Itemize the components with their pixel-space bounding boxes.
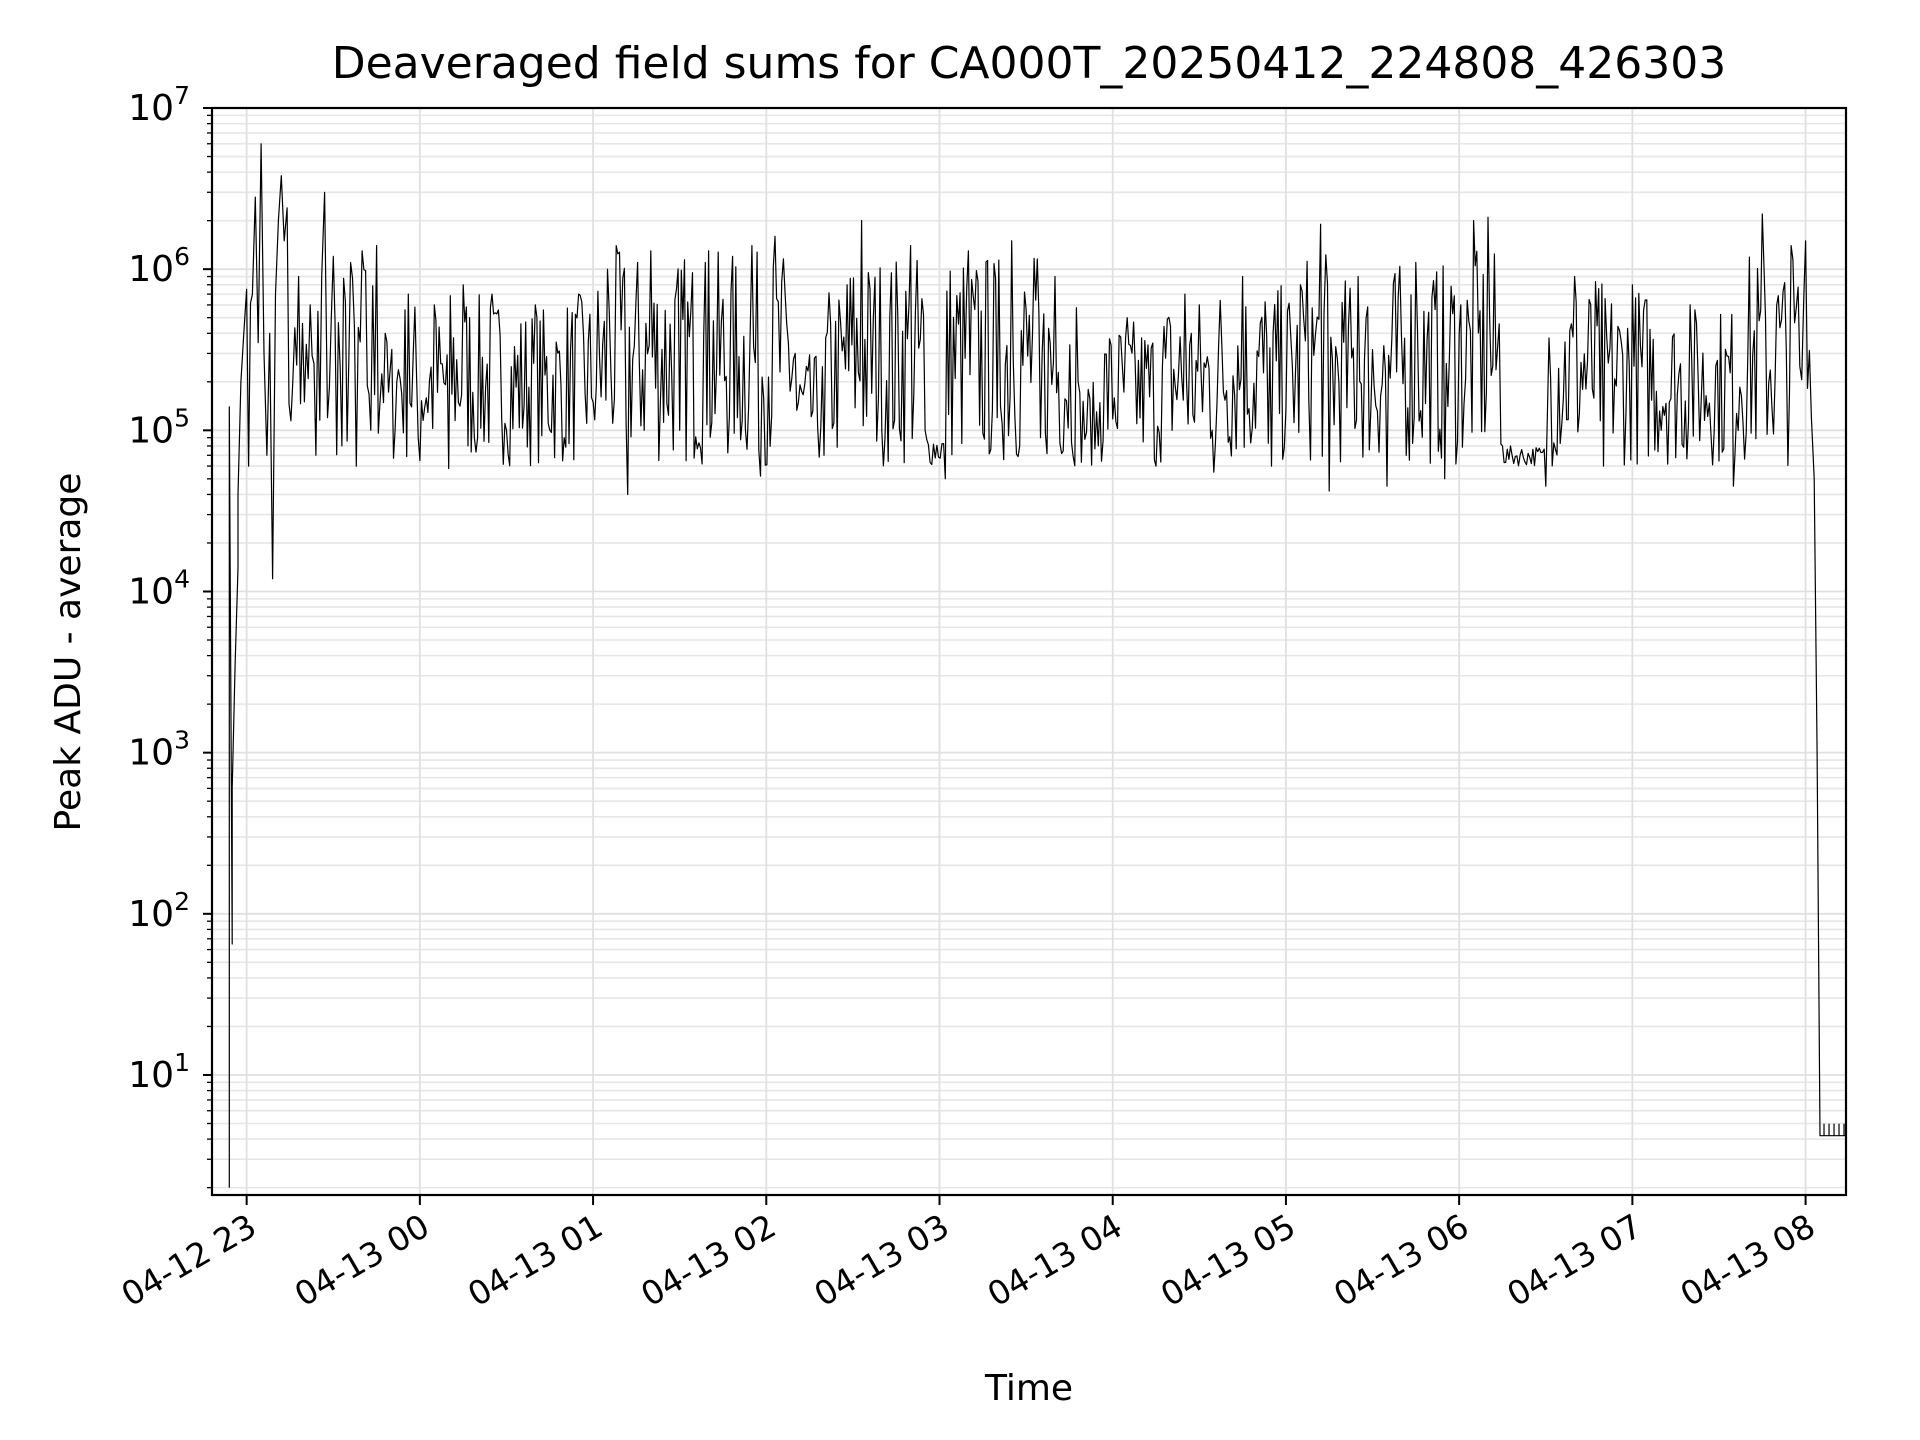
y-tick-label: 107: [128, 81, 190, 129]
y-tick-label: 104: [128, 564, 190, 612]
x-axis-label: Time: [984, 1368, 1073, 1409]
series-line: [228, 143, 1846, 1188]
y-tick-label: 105: [128, 403, 190, 451]
plot-area-frame: [210, 106, 1848, 1197]
plot-series: [228, 143, 1846, 1188]
y-tick-label: 106: [128, 242, 190, 290]
y-tick-label: 103: [128, 726, 190, 774]
y-axis-label: Peak ADU - average: [48, 473, 89, 832]
y-tick-label: 102: [128, 887, 190, 935]
y-axis: 101 102 103 104 105 106 107: [128, 81, 212, 1189]
chart-title: Deaveraged field sums for CA000T_2025041…: [332, 38, 1727, 89]
grid: [212, 107, 1846, 1195]
y-tick-label: 101: [128, 1048, 190, 1096]
